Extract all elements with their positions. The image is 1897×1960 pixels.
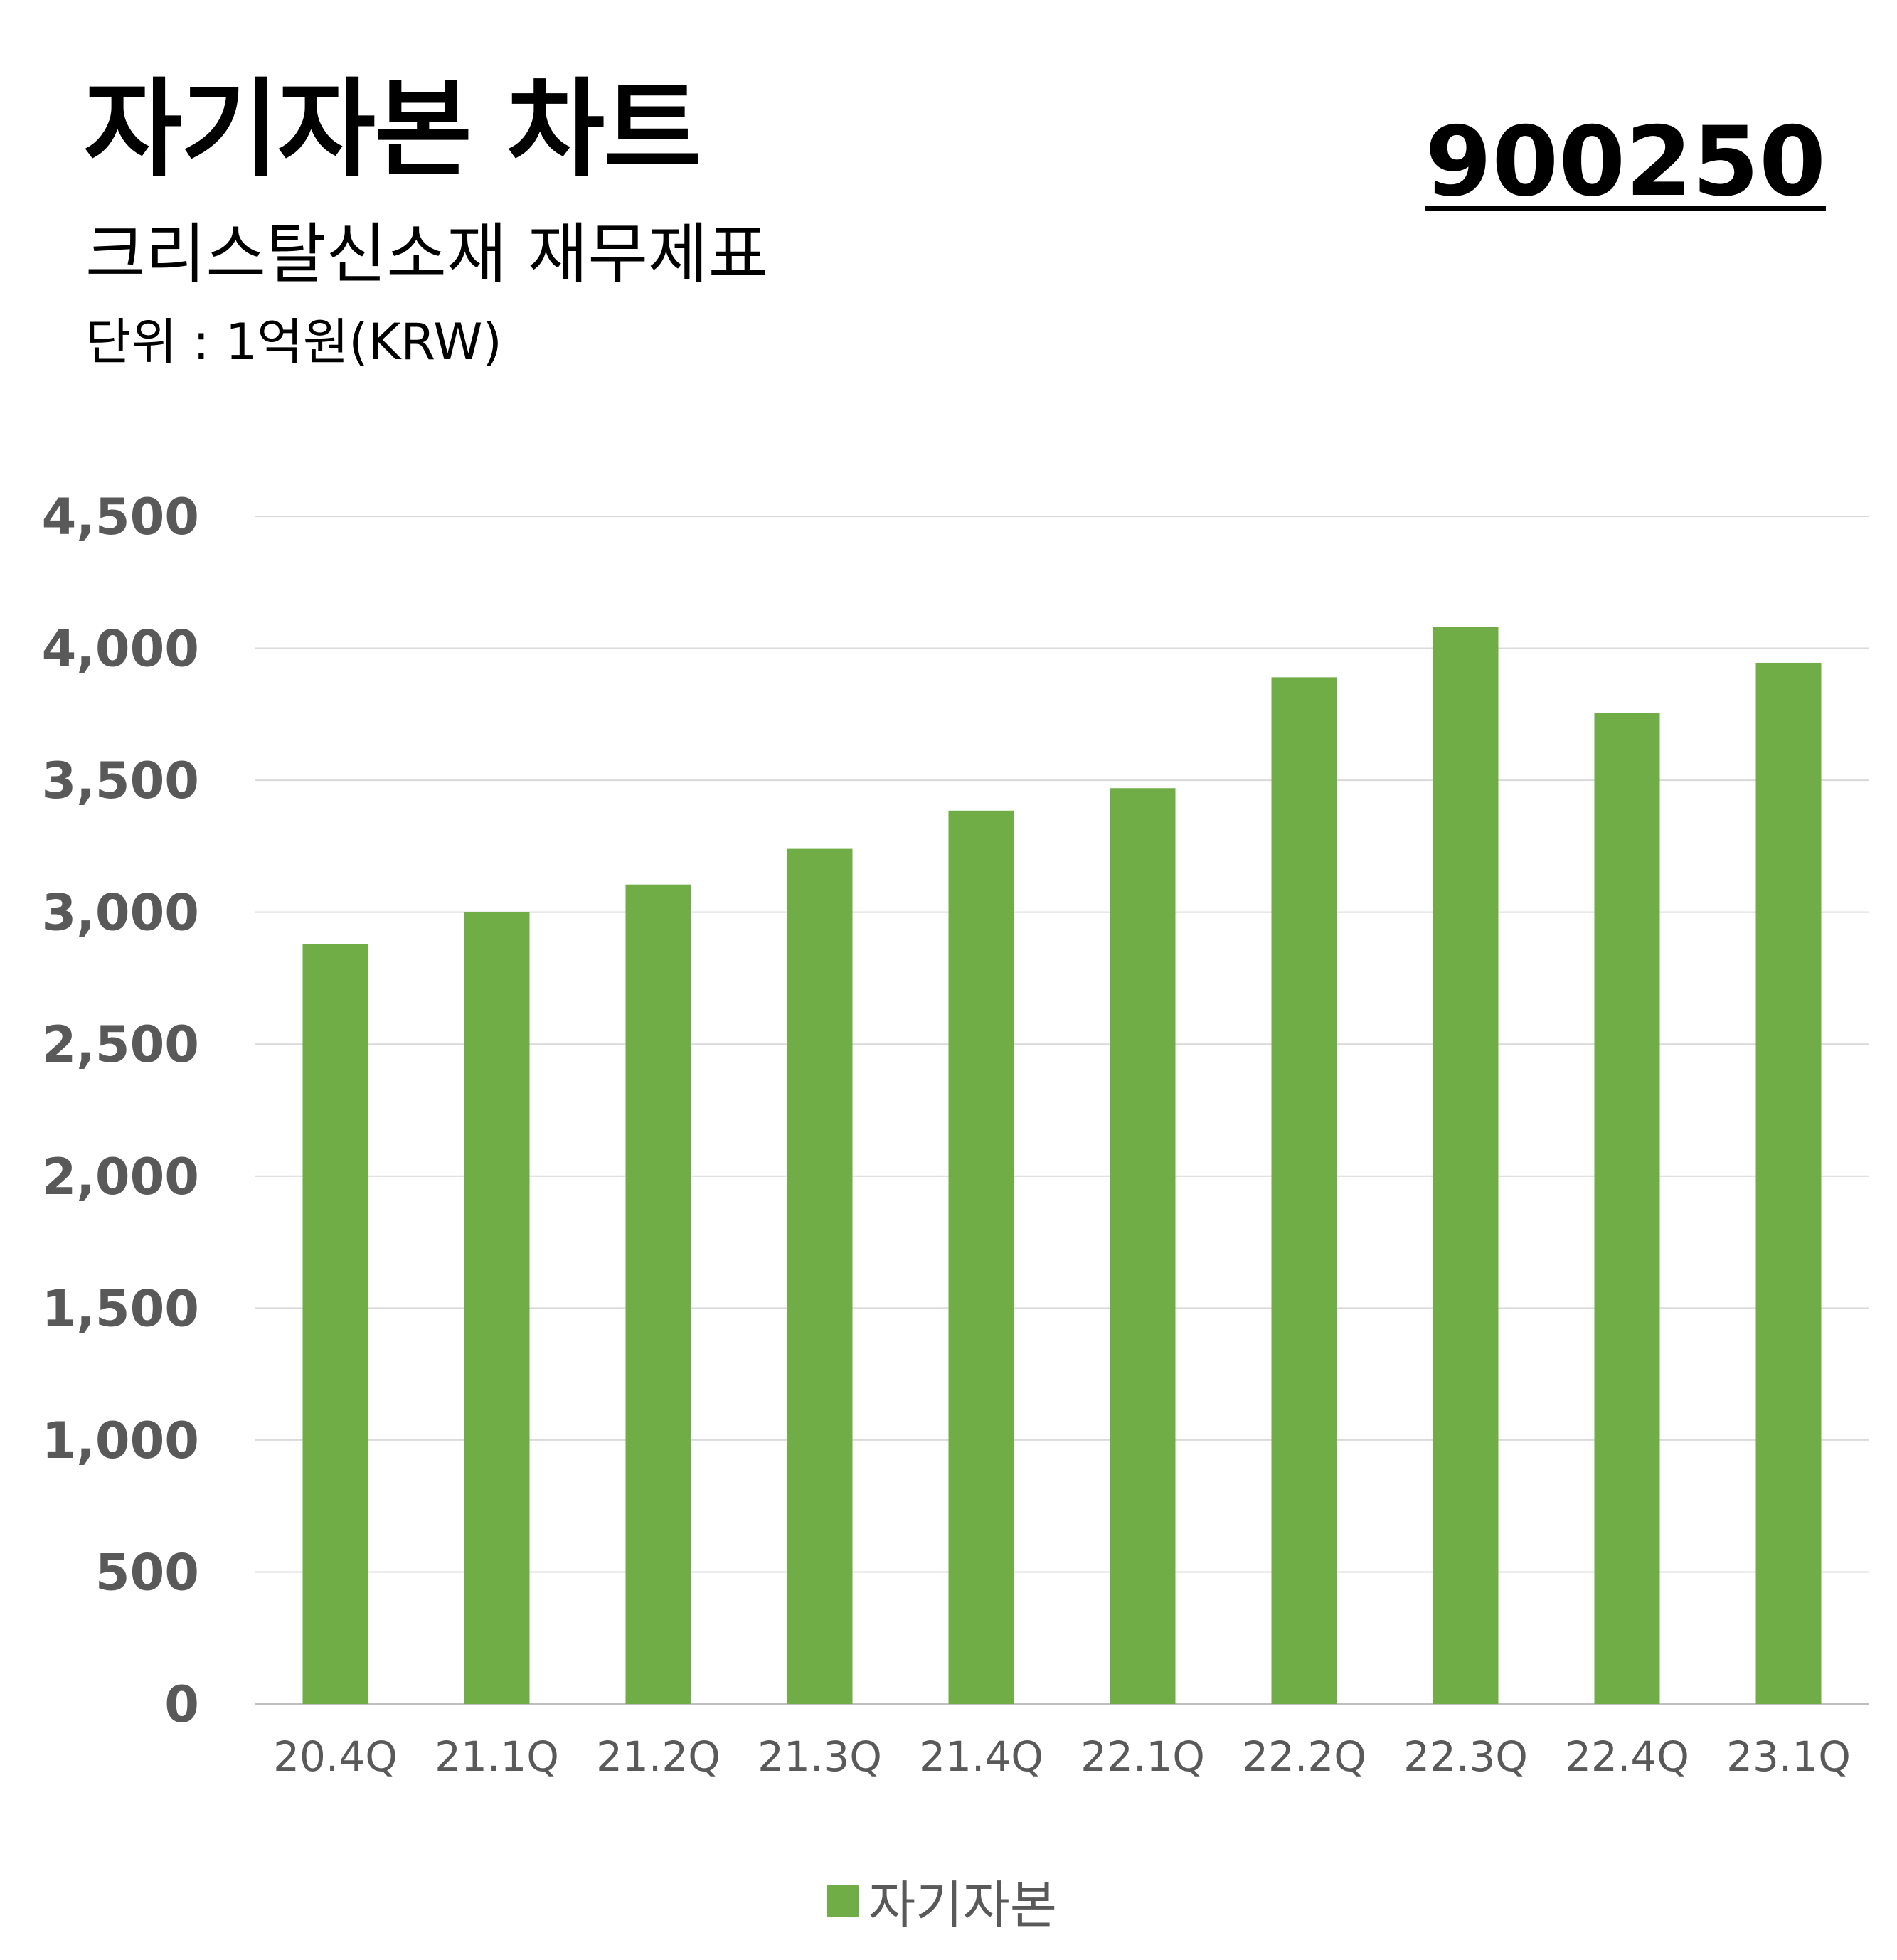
bars bbox=[302, 627, 1822, 1704]
y-tick-label: 1,500 bbox=[42, 1279, 199, 1338]
y-tick-label: 4,500 bbox=[42, 488, 199, 546]
x-tick-label: 21.1Q bbox=[435, 1732, 559, 1781]
legend-label: 자기자본 bbox=[868, 1875, 1057, 1935]
bar bbox=[948, 810, 1014, 1704]
unit-label: 단위 : 1억원(KRW) bbox=[85, 313, 502, 371]
x-tick-label: 21.3Q bbox=[758, 1732, 882, 1781]
stock-code: 900250 bbox=[1425, 106, 1826, 218]
y-tick-label: 2,500 bbox=[42, 1016, 199, 1074]
chart-subtitle: 크리스탈신소재 재무제표 bbox=[85, 216, 769, 292]
x-tick-label: 22.3Q bbox=[1403, 1732, 1528, 1781]
y-tick-label: 3,500 bbox=[42, 752, 199, 810]
bar bbox=[1594, 713, 1660, 1704]
x-tick-label: 22.1Q bbox=[1080, 1732, 1205, 1781]
bar bbox=[1755, 662, 1822, 1704]
bar bbox=[1110, 788, 1176, 1704]
bar bbox=[1271, 677, 1337, 1704]
y-tick-label: 2,000 bbox=[42, 1148, 199, 1206]
bar bbox=[787, 848, 853, 1704]
x-tick-label: 23.1Q bbox=[1726, 1732, 1851, 1781]
x-tick-label: 21.4Q bbox=[919, 1732, 1043, 1781]
x-axis-ticks: 20.4Q 21.1Q 21.2Q 21.3Q 21.4Q 22.1Q 22.2Q 22.3Q… bbox=[273, 1732, 1851, 1781]
y-tick-label: 3,000 bbox=[42, 884, 199, 942]
bar bbox=[464, 912, 530, 1704]
x-tick-label: 22.2Q bbox=[1242, 1732, 1366, 1781]
chart-title: 자기자본 차트 bbox=[84, 68, 701, 192]
x-tick-label: 20.4Q bbox=[273, 1732, 398, 1781]
y-axis-ticks: 0 500 1,000 1,500 2,000 2,500 3,000 3,500 4,000 4… bbox=[42, 488, 199, 1734]
legend: 자기자본 bbox=[827, 1863, 1057, 1938]
y-tick-label: 1,000 bbox=[42, 1412, 199, 1470]
y-tick-label: 4,000 bbox=[42, 620, 199, 678]
bar-chart: 0 500 1,000 1,500 2,000 2,500 3,000 3,500 4,000 4… bbox=[42, 488, 1869, 1781]
bar bbox=[1433, 627, 1499, 1704]
bar bbox=[625, 884, 691, 1704]
bar bbox=[302, 944, 368, 1704]
x-tick-label: 22.4Q bbox=[1565, 1732, 1689, 1781]
legend-swatch bbox=[827, 1885, 859, 1917]
y-tick-label: 0 bbox=[164, 1676, 199, 1734]
y-tick-label: 500 bbox=[95, 1543, 199, 1602]
x-tick-label: 21.2Q bbox=[596, 1732, 721, 1781]
